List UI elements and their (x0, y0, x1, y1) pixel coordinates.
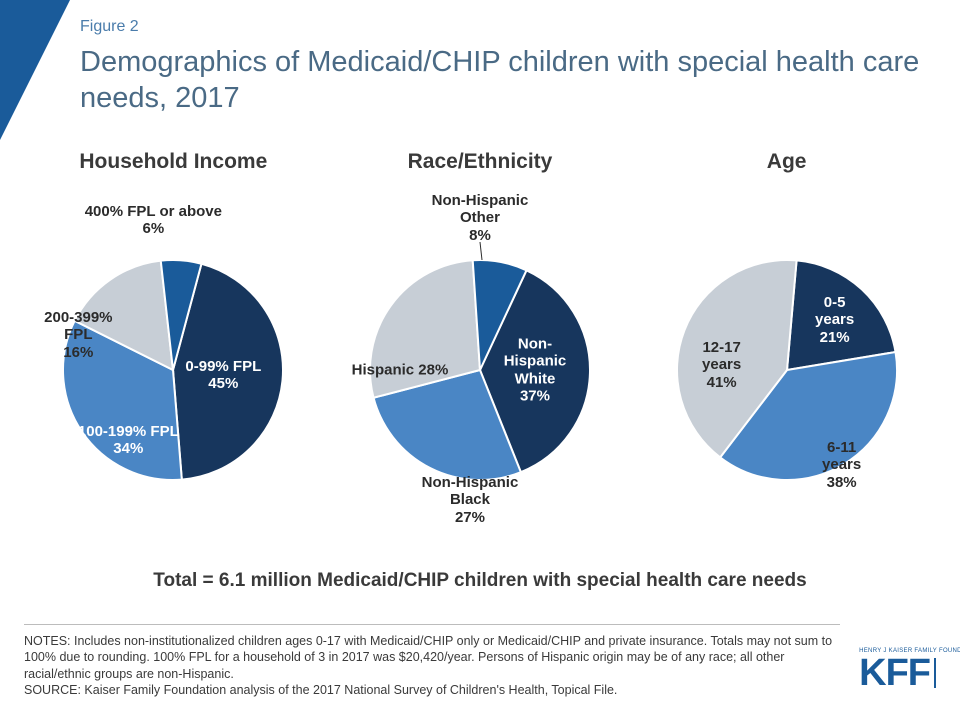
chart-column: Race/Ethnicity Non-HispanicWhite37%Non-Hi… (330, 150, 630, 520)
chart-title: Household Income (23, 150, 323, 174)
pie-chart: 0-99% FPL45%100-199% FPL34%200-399%FPL16… (33, 180, 313, 520)
leader-line (480, 242, 482, 260)
charts-row: Household Income 0-99% FPL45%100-199% FPL… (20, 150, 940, 520)
page-title: Demographics of Medicaid/CHIP children w… (80, 44, 920, 117)
notes-text: NOTES: Includes non-institutionalized ch… (24, 633, 840, 682)
pie-chart: Non-HispanicWhite37%Non-HispanicBlack27%… (340, 180, 620, 520)
figure-label: Figure 2 (80, 18, 139, 36)
kff-small-text: HENRY J KAISER FAMILY FOUNDATION (859, 648, 960, 654)
corner-accent (0, 0, 70, 140)
source-text: SOURCE: Kaiser Family Foundation analysi… (24, 682, 840, 698)
chart-title: Race/Ethnicity (330, 150, 630, 174)
pie-slice (787, 260, 896, 370)
chart-column: Household Income 0-99% FPL45%100-199% FPL… (23, 150, 323, 520)
total-line: Total = 6.1 million Medicaid/CHIP childr… (0, 570, 960, 592)
pie-chart: 0-5years21%6-11years38%12-17years41% (647, 180, 927, 520)
kff-logo: HENRY J KAISER FAMILY FOUNDATION KFF (859, 658, 936, 690)
footer-notes: NOTES: Includes non-institutionalized ch… (24, 624, 840, 698)
kff-big-text: KFF (859, 658, 936, 688)
chart-title: Age (637, 150, 937, 174)
chart-column: Age 0-5years21%6-11years38%12-17years41% (637, 150, 937, 520)
